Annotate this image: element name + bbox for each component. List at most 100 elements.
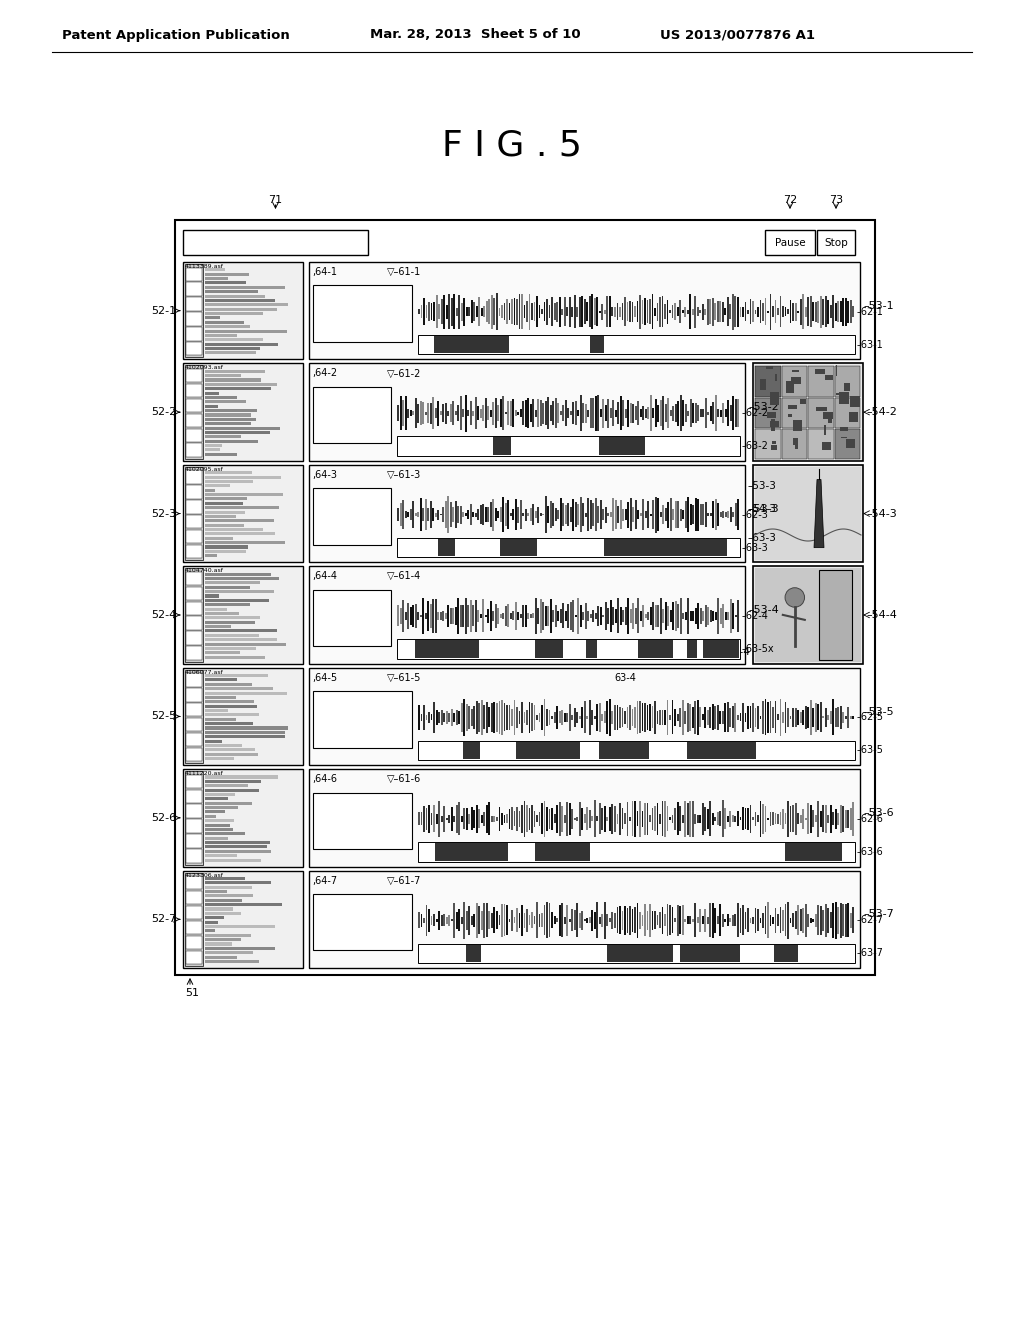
Bar xyxy=(667,300,669,323)
Bar xyxy=(690,399,692,428)
Bar xyxy=(514,917,515,924)
Bar xyxy=(793,913,794,927)
Bar xyxy=(535,511,537,517)
Bar xyxy=(478,907,480,935)
Bar xyxy=(501,305,503,318)
Bar xyxy=(528,294,530,330)
Bar xyxy=(639,912,641,928)
Bar xyxy=(793,708,794,727)
Bar xyxy=(817,705,819,730)
Bar xyxy=(638,511,639,519)
Bar xyxy=(683,400,684,426)
Bar xyxy=(752,702,754,733)
Bar xyxy=(607,513,609,516)
Bar xyxy=(404,511,407,517)
Bar xyxy=(822,909,824,931)
Bar xyxy=(186,486,202,499)
Bar xyxy=(440,915,442,925)
Bar xyxy=(620,607,622,624)
Bar xyxy=(822,298,824,325)
Bar xyxy=(560,498,562,531)
Bar xyxy=(509,304,510,319)
Bar xyxy=(531,704,532,731)
Bar xyxy=(466,337,509,354)
Bar xyxy=(205,298,274,302)
Bar xyxy=(627,803,629,836)
Bar xyxy=(620,306,621,317)
Bar xyxy=(639,701,641,734)
Bar xyxy=(627,302,629,321)
Bar xyxy=(557,403,559,422)
Bar xyxy=(418,912,420,928)
Bar xyxy=(500,614,502,618)
Bar xyxy=(534,705,536,730)
Bar xyxy=(691,742,756,759)
Bar xyxy=(425,499,427,529)
Bar xyxy=(186,470,202,483)
Text: –63-7: –63-7 xyxy=(857,948,884,958)
Bar xyxy=(397,405,399,421)
Bar xyxy=(762,912,764,928)
Text: 52-5: 52-5 xyxy=(151,711,176,722)
Text: –53-2: –53-2 xyxy=(748,403,778,412)
Bar xyxy=(309,261,860,359)
Bar xyxy=(723,511,724,519)
Bar xyxy=(561,805,563,832)
Bar xyxy=(568,297,570,326)
Bar xyxy=(812,708,814,727)
Bar xyxy=(562,603,564,628)
Bar xyxy=(685,611,687,620)
Bar xyxy=(186,586,202,601)
Bar xyxy=(607,609,609,624)
Bar xyxy=(532,399,535,428)
Bar xyxy=(476,903,477,937)
Text: 4102093.asf: 4102093.asf xyxy=(185,366,224,371)
Bar xyxy=(205,895,253,898)
Bar xyxy=(463,512,464,517)
Bar xyxy=(520,500,522,529)
Bar xyxy=(418,404,419,422)
Bar xyxy=(505,503,507,527)
Bar xyxy=(522,605,524,627)
Bar xyxy=(423,403,424,424)
Bar xyxy=(727,297,729,326)
Bar xyxy=(463,409,464,417)
Bar xyxy=(186,647,202,660)
Bar xyxy=(205,696,237,700)
Bar xyxy=(438,801,440,837)
Bar xyxy=(815,702,816,733)
Bar xyxy=(459,909,460,931)
Bar xyxy=(579,715,581,719)
Bar xyxy=(205,775,279,779)
Bar xyxy=(772,812,774,825)
Bar xyxy=(771,418,775,432)
Bar xyxy=(827,908,829,933)
Bar xyxy=(515,499,517,531)
Bar xyxy=(453,609,455,623)
Bar xyxy=(645,511,647,517)
Bar xyxy=(700,504,701,525)
Bar xyxy=(627,706,629,729)
Bar xyxy=(205,268,224,272)
Bar xyxy=(584,919,586,921)
Bar xyxy=(667,807,669,832)
Bar xyxy=(651,706,653,729)
Bar xyxy=(770,812,771,826)
Bar xyxy=(755,569,861,661)
Bar xyxy=(695,499,696,531)
Bar xyxy=(833,296,835,329)
Text: –63-2: –63-2 xyxy=(742,441,769,451)
Text: ▽–61-6: ▽–61-6 xyxy=(387,774,421,784)
Bar xyxy=(495,605,497,628)
Bar xyxy=(185,366,203,459)
Bar xyxy=(205,594,219,598)
Bar xyxy=(588,409,589,417)
Bar xyxy=(742,306,743,317)
Bar xyxy=(710,610,712,622)
Bar xyxy=(446,337,503,354)
Bar xyxy=(607,945,663,962)
Bar xyxy=(475,512,477,516)
Bar xyxy=(710,298,711,325)
Bar xyxy=(675,500,677,528)
Bar xyxy=(436,710,437,725)
